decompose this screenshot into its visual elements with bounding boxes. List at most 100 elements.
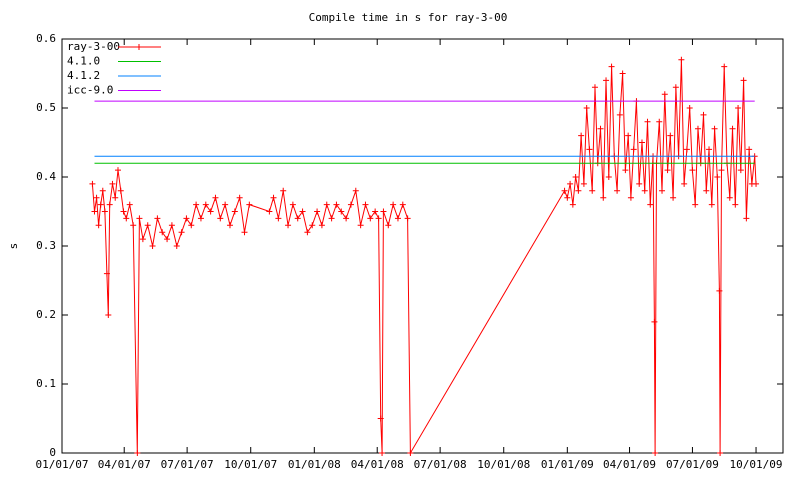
point-marker — [561, 187, 568, 194]
point-marker — [683, 146, 690, 153]
legend-marker — [136, 44, 142, 50]
point-marker — [294, 215, 301, 222]
legend-label: 4.1.0 — [67, 55, 100, 68]
point-marker — [139, 236, 146, 243]
point-marker — [716, 287, 723, 294]
point-marker — [580, 180, 587, 187]
point-marker — [564, 194, 571, 201]
point-marker — [743, 215, 750, 222]
point-marker — [636, 180, 643, 187]
point-marker — [280, 187, 287, 194]
point-marker — [236, 194, 243, 201]
point-marker — [638, 139, 645, 146]
point-marker — [572, 174, 579, 180]
point-marker — [202, 201, 209, 208]
point-marker — [367, 215, 374, 222]
x-tick-label: 07/01/07 — [161, 458, 214, 471]
point-marker — [681, 180, 688, 187]
point-marker — [93, 194, 100, 201]
y-tick-label: 0.3 — [36, 239, 56, 252]
point-marker — [729, 125, 736, 132]
point-marker — [178, 229, 185, 236]
point-marker — [246, 201, 253, 208]
point-marker — [578, 132, 585, 139]
point-marker — [106, 201, 113, 208]
point-marker — [711, 125, 718, 132]
point-marker — [231, 208, 238, 215]
point-marker — [659, 187, 666, 194]
point-marker — [173, 243, 180, 249]
point-marker — [377, 415, 384, 422]
point-marker — [732, 201, 739, 208]
point-marker — [207, 208, 214, 215]
point-marker — [600, 194, 607, 201]
point-marker — [586, 146, 593, 153]
point-marker — [222, 201, 229, 208]
point-marker — [338, 208, 345, 215]
point-marker — [136, 215, 143, 222]
point-marker — [343, 215, 350, 222]
point-marker — [126, 201, 133, 208]
x-tick-label: 10/01/08 — [477, 458, 530, 471]
point-marker — [318, 222, 325, 229]
point-marker — [667, 132, 674, 139]
point-marker — [627, 194, 634, 201]
point-marker — [101, 208, 108, 215]
point-marker — [740, 77, 747, 84]
y-tick-label: 0.6 — [36, 32, 56, 45]
point-marker — [95, 222, 102, 229]
point-marker — [656, 118, 663, 125]
x-tick-label: 01/01/07 — [36, 458, 89, 471]
point-marker — [644, 118, 651, 125]
point-marker — [603, 77, 610, 84]
point-marker — [686, 105, 693, 111]
point-marker — [647, 201, 654, 208]
point-marker — [399, 201, 406, 208]
y-axis-label: s — [7, 243, 20, 250]
point-marker — [583, 105, 590, 111]
chart-title: Compile time in s for ray-3-00 — [309, 11, 508, 24]
point-marker — [672, 84, 679, 91]
point-marker — [380, 208, 387, 215]
point-marker — [616, 111, 623, 118]
point-marker — [652, 450, 659, 456]
point-marker — [266, 208, 273, 215]
point-marker — [114, 167, 121, 174]
point-marker — [164, 236, 171, 243]
point-marker — [197, 215, 204, 222]
point-marker — [407, 450, 414, 456]
point-marker — [241, 229, 248, 236]
point-marker — [130, 222, 137, 229]
point-marker — [188, 222, 195, 229]
point-marker — [117, 187, 124, 194]
point-marker — [708, 201, 715, 208]
y-tick-label: 0.5 — [36, 101, 56, 114]
point-marker — [299, 208, 306, 215]
legend-label: icc-9.0 — [67, 84, 113, 97]
y-tick-label: 0.2 — [36, 308, 56, 321]
x-tick-label: 01/01/08 — [288, 458, 341, 471]
point-marker — [270, 194, 277, 201]
point-marker — [664, 167, 671, 174]
point-marker — [89, 180, 96, 187]
point-marker — [91, 208, 98, 215]
point-marker — [304, 229, 311, 236]
series-line — [91, 59, 757, 455]
point-marker — [630, 146, 637, 153]
x-tick-label: 04/01/08 — [351, 458, 404, 471]
point-marker — [375, 215, 382, 222]
point-marker — [641, 187, 648, 194]
point-marker — [112, 194, 119, 201]
point-marker — [614, 187, 621, 194]
point-marker — [567, 180, 574, 187]
point-marker — [109, 180, 116, 187]
point-marker — [362, 201, 369, 208]
point-marker — [168, 222, 175, 229]
point-marker — [328, 215, 335, 222]
y-tick-label: 0.1 — [36, 377, 56, 390]
point-marker — [120, 208, 127, 215]
point-marker — [651, 318, 658, 325]
point-marker — [105, 312, 112, 318]
point-marker — [700, 111, 707, 118]
